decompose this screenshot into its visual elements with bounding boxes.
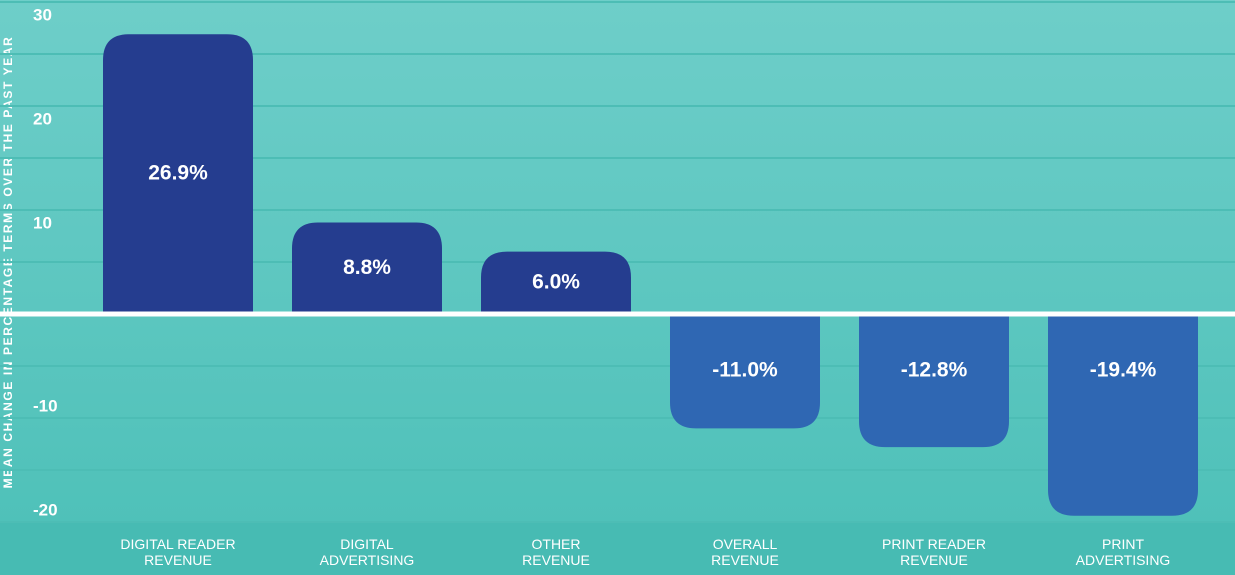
x-tick-label: OTHER REVENUE — [522, 536, 590, 568]
value-label: -11.0% — [712, 359, 778, 382]
x-tick-label-line: REVENUE — [522, 552, 590, 568]
value-label: 26.9% — [148, 162, 208, 185]
bar — [670, 314, 820, 429]
value-label: 8.8% — [343, 256, 391, 279]
x-tick-label: OVERALL REVENUE — [711, 536, 779, 568]
bar — [292, 222, 442, 314]
x-tick-label-line: ADVERTISING — [320, 552, 415, 568]
x-tick-label-line: DIGITAL — [340, 536, 394, 552]
category-band — [0, 522, 1235, 575]
x-tick-label-line: REVENUE — [711, 552, 779, 568]
x-tick-label-line: DIGITAL READER — [120, 536, 235, 552]
y-tick-label: 30 — [33, 5, 52, 24]
value-label: -19.4% — [1090, 359, 1157, 382]
y-tick-label: 20 — [33, 109, 52, 128]
y-tick-label: -10 — [33, 396, 58, 415]
bar — [859, 314, 1009, 448]
x-tick-label-line: ADVERTISING — [1076, 552, 1171, 568]
x-tick-label-line: OVERALL — [713, 536, 778, 552]
x-tick-label: PRINT READER REVENUE — [882, 536, 986, 568]
x-tick-label-line: REVENUE — [144, 552, 212, 568]
bar — [103, 34, 253, 315]
value-label: 6.0% — [532, 270, 580, 293]
bar — [481, 251, 631, 314]
x-tick-label: DIGITAL ADVERTISING — [320, 536, 415, 568]
y-tick-label: -20 — [33, 500, 58, 519]
x-tick-label-line: OTHER — [532, 536, 581, 552]
x-tick-label-line: PRINT READER — [882, 536, 986, 552]
value-label: -12.8% — [901, 359, 968, 382]
x-tick-label-line: PRINT — [1102, 536, 1144, 552]
x-tick-label: DIGITAL READER REVENUE — [120, 536, 235, 568]
x-tick-label-line: REVENUE — [900, 552, 968, 568]
bar — [1048, 314, 1198, 516]
y-tick-label: 10 — [33, 213, 52, 232]
x-tick-label: PRINT ADVERTISING — [1076, 536, 1171, 568]
